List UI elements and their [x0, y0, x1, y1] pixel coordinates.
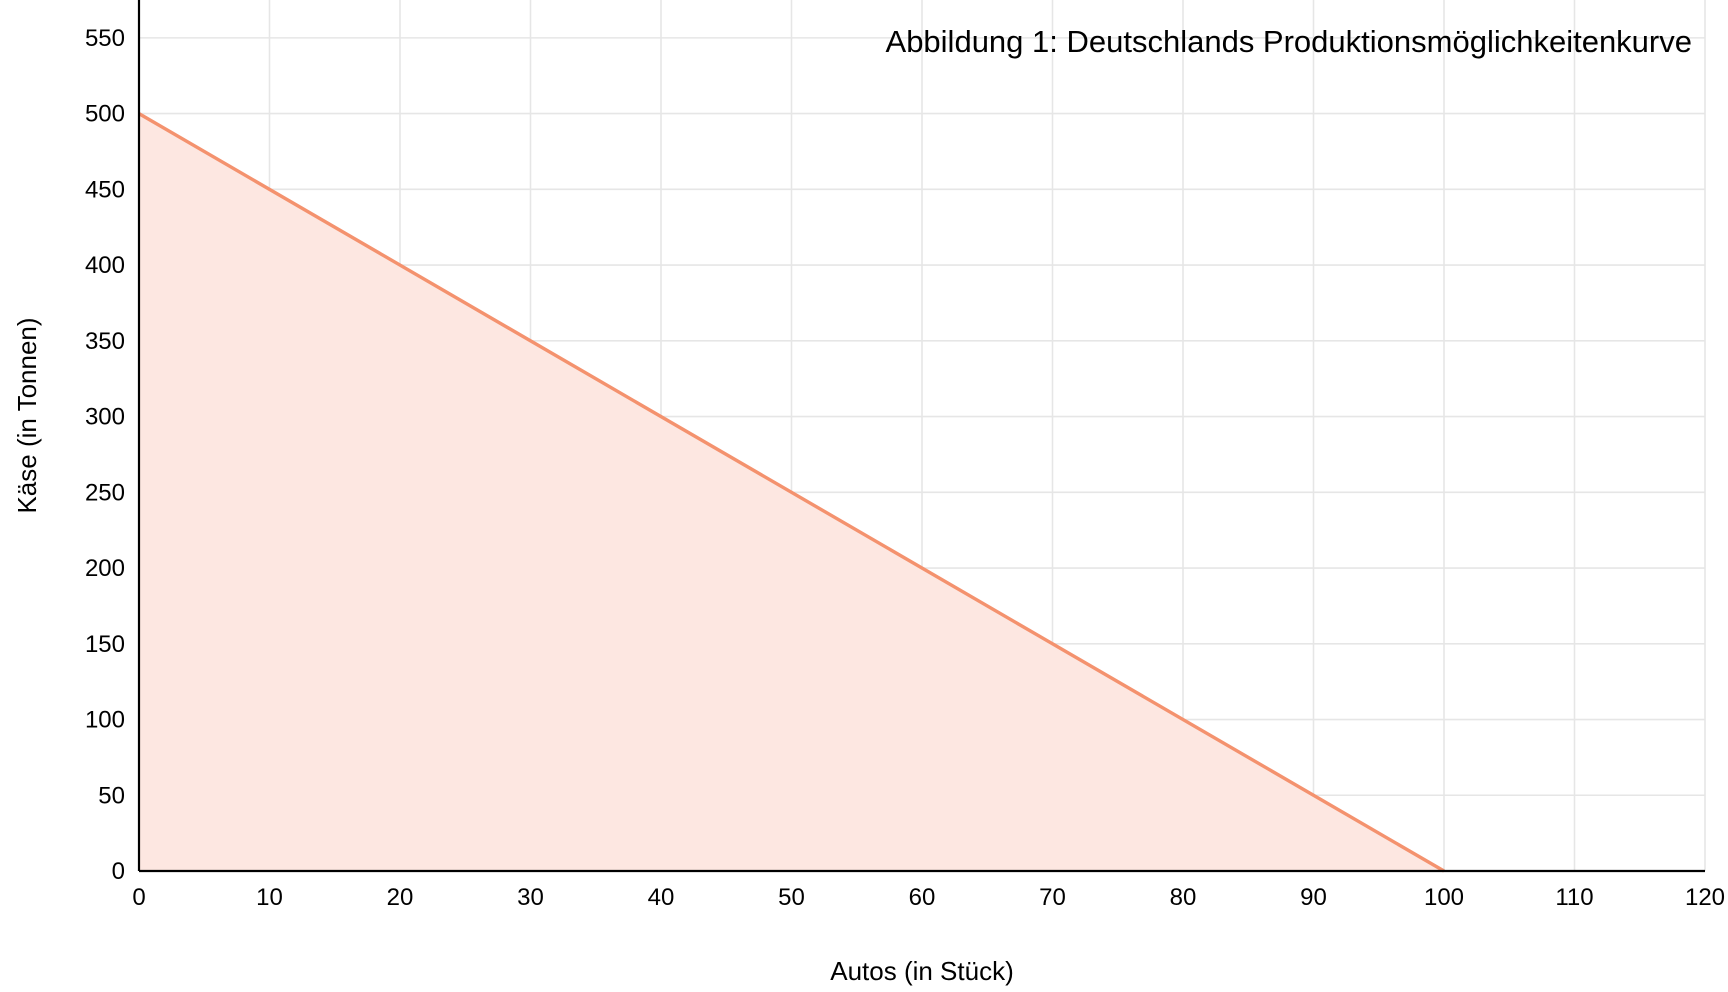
y-tick-label-550: 550 [85, 25, 125, 52]
ppf-line [138, 112, 1445, 873]
y-tick-label-500: 500 [85, 101, 125, 128]
x-tick-label-110: 110 [1555, 884, 1593, 911]
x-tick-labels: 0 10 20 30 40 50 60 70 80 90 100 110 120 [132, 884, 1725, 911]
y-tick-label-300: 300 [85, 404, 125, 431]
x-tick-label-30: 30 [517, 884, 544, 911]
y-tick-label-350: 350 [85, 328, 125, 355]
y-tick-label-250: 250 [85, 479, 125, 506]
y-tick-label-450: 450 [85, 176, 125, 203]
x-tick-label-60: 60 [909, 884, 936, 911]
y-tick-label-200: 200 [85, 555, 125, 582]
x-tick-label-50: 50 [778, 884, 805, 911]
y-axis-title: Käse (in Tonnen) [12, 317, 42, 513]
x-tick-label-70: 70 [1039, 884, 1066, 911]
x-tick-label-90: 90 [1300, 884, 1327, 911]
x-tick-label-120: 120 [1685, 884, 1725, 911]
x-axis-title: Autos (in Stück) [830, 956, 1014, 986]
x-tick-label-10: 10 [256, 884, 283, 911]
x-tick-label-80: 80 [1170, 884, 1197, 911]
y-tick-label-150: 150 [85, 631, 125, 658]
vertical-gridlines [268, 0, 1706, 871]
chart-title: Abbildung 1: Deutschlands Produktionsmög… [886, 24, 1692, 59]
x-tick-label-100: 100 [1424, 884, 1464, 911]
y-tick-label-100: 100 [85, 707, 125, 734]
x-tick-label-0: 0 [132, 884, 145, 911]
x-tick-label-40: 40 [648, 884, 675, 911]
x-tick-label-20: 20 [387, 884, 414, 911]
y-tick-label-50: 50 [98, 782, 125, 809]
y-tick-label-0: 0 [112, 858, 125, 885]
y-tick-labels: 0 50 100 150 200 250 300 350 400 450 500 550 [85, 25, 125, 885]
y-tick-label-400: 400 [85, 252, 125, 279]
